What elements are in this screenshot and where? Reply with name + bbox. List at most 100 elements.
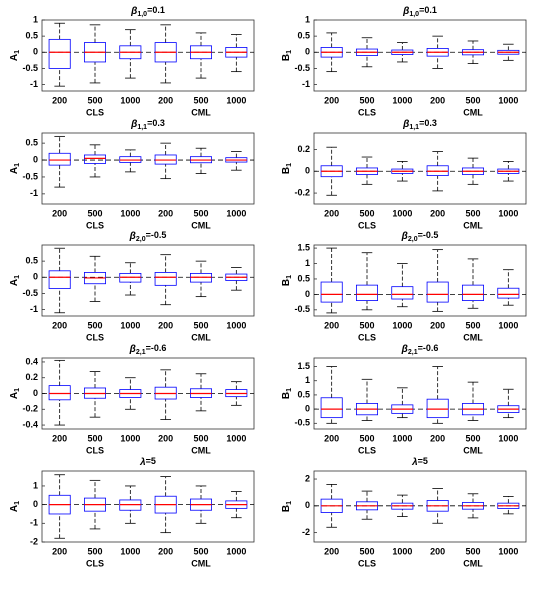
x-tick-label: 200 [158, 546, 173, 556]
box [320, 281, 343, 303]
ylabel-main: A [9, 167, 20, 174]
group-label: CLS [86, 445, 104, 455]
y-tick-label: 1 [305, 14, 310, 24]
y-tick-label: 1 [33, 14, 38, 24]
box [461, 284, 484, 301]
x-tick-label: 1000 [120, 433, 140, 443]
title-subscript: 1,1 [137, 124, 147, 131]
box [48, 385, 71, 401]
x-tick-label: 200 [158, 433, 173, 443]
ylabel-subscript: 1 [14, 501, 21, 505]
y-axis-label: B1 [281, 275, 293, 286]
ylabel-main: B [281, 54, 292, 61]
y-axis-label: A1 [9, 388, 21, 399]
y-tick-label: 0.2 [297, 144, 310, 154]
y-axis-label: B1 [281, 50, 293, 61]
x-tick-label: 200 [324, 320, 339, 330]
x-tick-label: 1000 [120, 546, 140, 556]
plot-frame [41, 244, 255, 317]
x-tick-label: 200 [52, 546, 67, 556]
y-tick-label: 0 [305, 403, 310, 413]
title-value: =-0.5 [418, 230, 439, 240]
group-label: CLS [358, 107, 376, 117]
y-tick-label: 0.4 [25, 356, 38, 366]
group-label: CML [463, 332, 483, 342]
x-tick-label: 200 [430, 433, 445, 443]
group-label: CLS [358, 332, 376, 342]
y-tick-label: 0 [305, 500, 310, 510]
ylabel-subscript: 1 [14, 388, 21, 392]
y-tick-label: -0.5 [294, 304, 310, 314]
box [391, 286, 414, 300]
title-value: =0.3 [419, 118, 437, 128]
x-tick-label: 200 [430, 320, 445, 330]
y-tick-label: -1 [30, 188, 38, 198]
title-value: =0.1 [419, 5, 437, 15]
y-tick-label: 0 [305, 166, 310, 176]
x-tick-label: 200 [158, 208, 173, 218]
x-tick-label: 1000 [392, 433, 412, 443]
ylabel-main: B [281, 279, 292, 286]
panel-title: β1,0=0.1 [402, 5, 437, 17]
panel-title: β2,0=-0.5 [129, 230, 167, 242]
group-label: CLS [358, 558, 376, 568]
plot-frame [313, 19, 527, 92]
x-tick-label: 500 [359, 95, 374, 105]
y-tick-label: 1.5 [297, 242, 310, 252]
group-label: CML [191, 107, 211, 117]
group-label: CML [463, 445, 483, 455]
y-tick-label: -1 [30, 304, 38, 314]
title-value: =-0.5 [146, 230, 167, 240]
x-tick-label: 200 [158, 320, 173, 330]
y-tick-label: -0.4 [22, 419, 38, 429]
y-tick-label: 1 [33, 480, 38, 490]
y-tick-label: -0.5 [22, 63, 38, 73]
x-tick-label: 500 [87, 433, 102, 443]
y-tick-label: 0.5 [25, 31, 38, 41]
title-subscript: 1,0 [409, 11, 419, 18]
title-symbol: β [129, 344, 136, 355]
title-symbol: β [130, 119, 137, 130]
ylabel-subscript: 1 [286, 275, 293, 279]
panel-title: β1,1=0.3 [130, 118, 165, 130]
y-tick-label: 0.5 [25, 256, 38, 266]
x-tick-label: 500 [465, 320, 480, 330]
plot-frame [313, 470, 527, 543]
x-tick-label: 500 [87, 320, 102, 330]
x-tick-label: 1000 [120, 95, 140, 105]
box [48, 38, 71, 69]
box [426, 281, 449, 303]
x-tick-label: 1000 [392, 208, 412, 218]
ylabel-main: B [281, 167, 292, 174]
title-value: =0.1 [147, 5, 165, 15]
ylabel-main: A [9, 279, 20, 286]
ylabel-main: A [9, 54, 20, 61]
title-symbol: β [402, 6, 409, 17]
y-tick-label: -0.5 [22, 288, 38, 298]
ylabel-subscript: 1 [286, 501, 293, 505]
group-label: CML [463, 107, 483, 117]
x-tick-label: 500 [193, 95, 208, 105]
box [84, 154, 107, 164]
y-tick-label: -2 [30, 536, 38, 546]
group-label: CML [191, 445, 211, 455]
x-tick-label: 1000 [392, 95, 412, 105]
y-axis-label: A1 [9, 275, 21, 286]
ylabel-main: B [281, 392, 292, 399]
group-label: CML [463, 220, 483, 230]
y-tick-label: 2 [305, 473, 310, 483]
panel-title: β2,0=-0.5 [401, 230, 439, 242]
x-tick-label: 500 [359, 433, 374, 443]
group-label: CLS [86, 220, 104, 230]
ylabel-main: A [9, 392, 20, 399]
y-tick-label: 1.5 [297, 361, 310, 371]
x-tick-label: 1000 [498, 95, 518, 105]
plot-frame [41, 19, 255, 92]
y-tick-label: 0 [305, 47, 310, 57]
y-tick-label: 0 [305, 289, 310, 299]
ylabel-subscript: 1 [286, 388, 293, 392]
box [355, 284, 378, 301]
y-tick-label: 0.5 [297, 273, 310, 283]
panel-title: β1,0=0.1 [130, 5, 165, 17]
title-symbol: λ [139, 457, 146, 468]
